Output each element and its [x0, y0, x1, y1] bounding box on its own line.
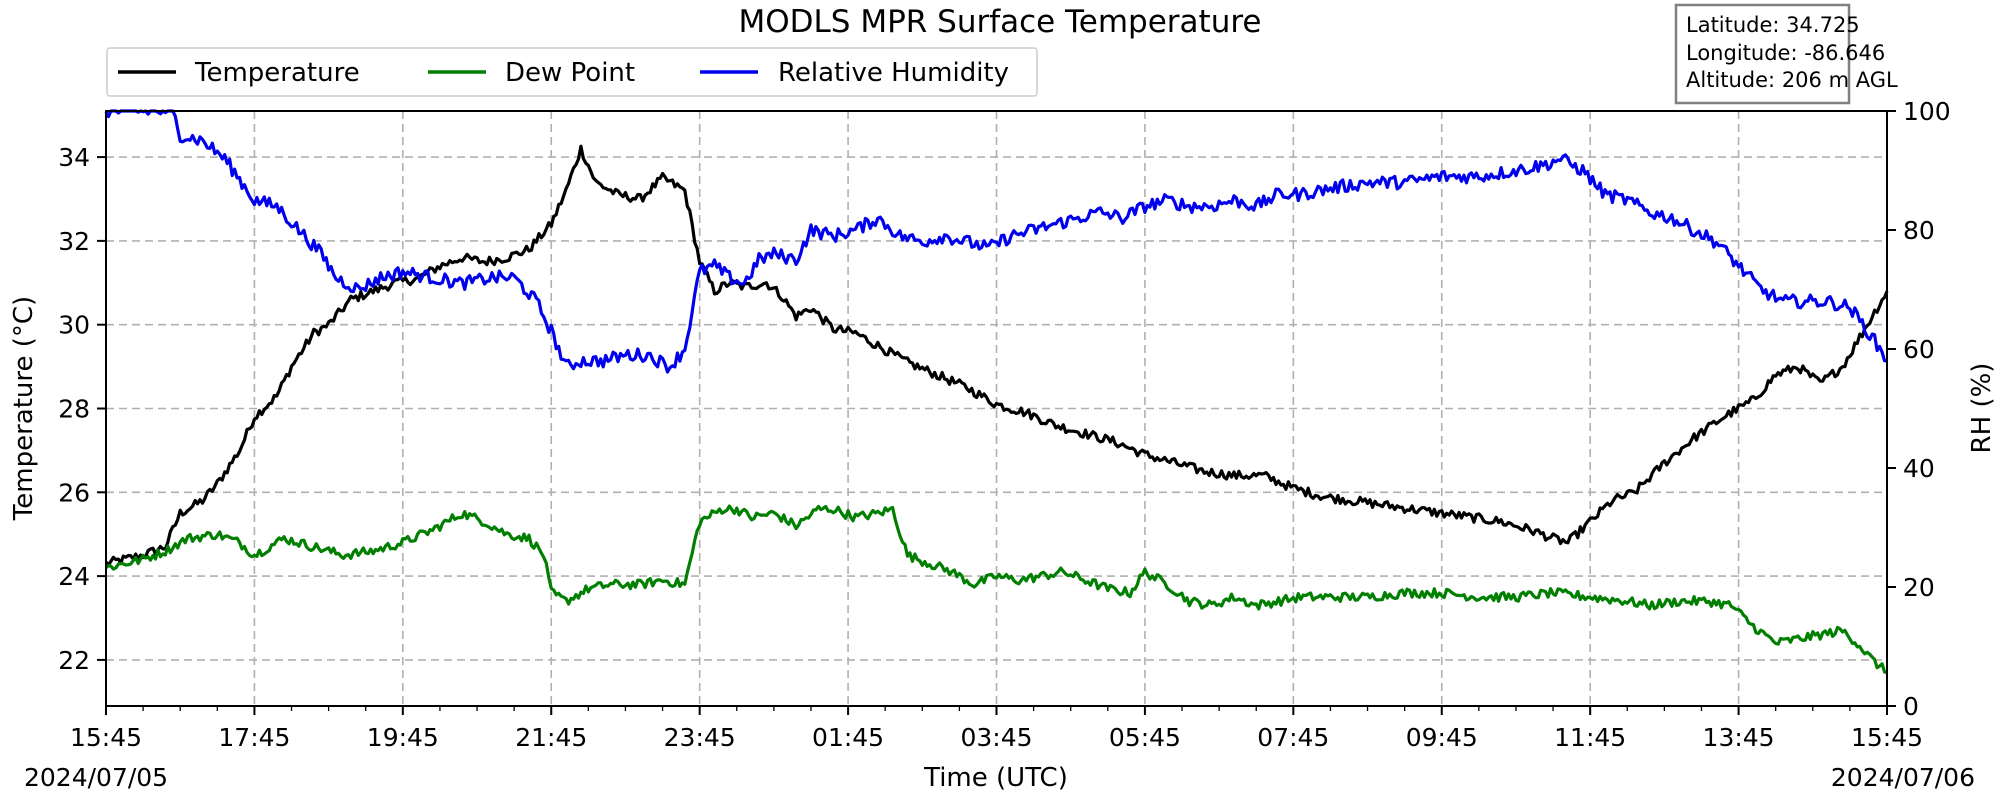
y2-tick-label: 40 [1903, 454, 1935, 483]
info-altitude: Altitude: 206 m AGL [1686, 68, 1898, 92]
y-tick-label: 34 [58, 143, 90, 172]
x-tick-label: 21:45 [515, 723, 587, 752]
x-tick-label: 11:45 [1554, 723, 1626, 752]
legend-label-relative-humidity: Relative Humidity [778, 58, 1009, 88]
x-tick-label: 15:45 [1851, 723, 1923, 752]
legend-label-temperature: Temperature [194, 58, 360, 88]
y2-tick-label: 20 [1903, 573, 1935, 602]
x-axis-title: Time (UTC) [923, 763, 1068, 793]
y-tick-label: 22 [58, 646, 90, 675]
y-tick-label: 28 [58, 395, 90, 424]
y2-axis-title: RH (%) [1967, 363, 1997, 454]
date-end-label: 2024/07/06 [1831, 763, 1975, 792]
x-tick-label: 01:45 [812, 723, 884, 752]
chart-title: MODLS MPR Surface Temperature [739, 4, 1262, 40]
y-axis-title: Temperature (°C) [9, 296, 39, 521]
x-tick-label: 13:45 [1703, 723, 1775, 752]
legend: Temperature Dew Point Relative Humidity [106, 47, 1038, 97]
y2-tick-label: 100 [1903, 97, 1951, 126]
y2-tick-label: 0 [1903, 692, 1919, 721]
info-box: Latitude: 34.725 Longitude: -86.646 Alti… [1674, 3, 1898, 105]
y2-tick-label: 80 [1903, 216, 1935, 245]
info-box-frame [1674, 3, 1851, 105]
y-tick-label: 30 [58, 311, 90, 340]
info-longitude: Longitude: -86.646 [1686, 41, 1885, 65]
grid-layer [106, 111, 1887, 706]
x-tick-label: 03:45 [960, 723, 1032, 752]
series-line-temperature [104, 144, 1889, 567]
series-line-relative-humidity [104, 109, 1888, 374]
x-tick-label: 05:45 [1109, 723, 1181, 752]
y-tick-label: 24 [58, 562, 90, 591]
axis-layer: 15:45 17:45 19:45 21:45 23:45 01:45 03:45 05:45… [58, 97, 1951, 752]
x-tick-label: 15:45 [70, 723, 142, 752]
series-layer [104, 109, 1889, 675]
series-line-dew-point [104, 504, 1888, 675]
x-tick-label: 17:45 [218, 723, 290, 752]
x-tick-label: 23:45 [664, 723, 736, 752]
legend-frame [106, 47, 1038, 97]
y-tick-label: 32 [58, 227, 90, 256]
info-latitude: Latitude: 34.725 [1686, 13, 1860, 37]
date-start-label: 2024/07/05 [24, 763, 168, 792]
legend-label-dew-point: Dew Point [505, 58, 635, 88]
y-tick-label: 26 [58, 478, 90, 507]
x-tick-label: 09:45 [1406, 723, 1478, 752]
y2-tick-label: 60 [1903, 335, 1935, 364]
x-tick-label: 07:45 [1257, 723, 1329, 752]
x-tick-label: 19:45 [367, 723, 439, 752]
